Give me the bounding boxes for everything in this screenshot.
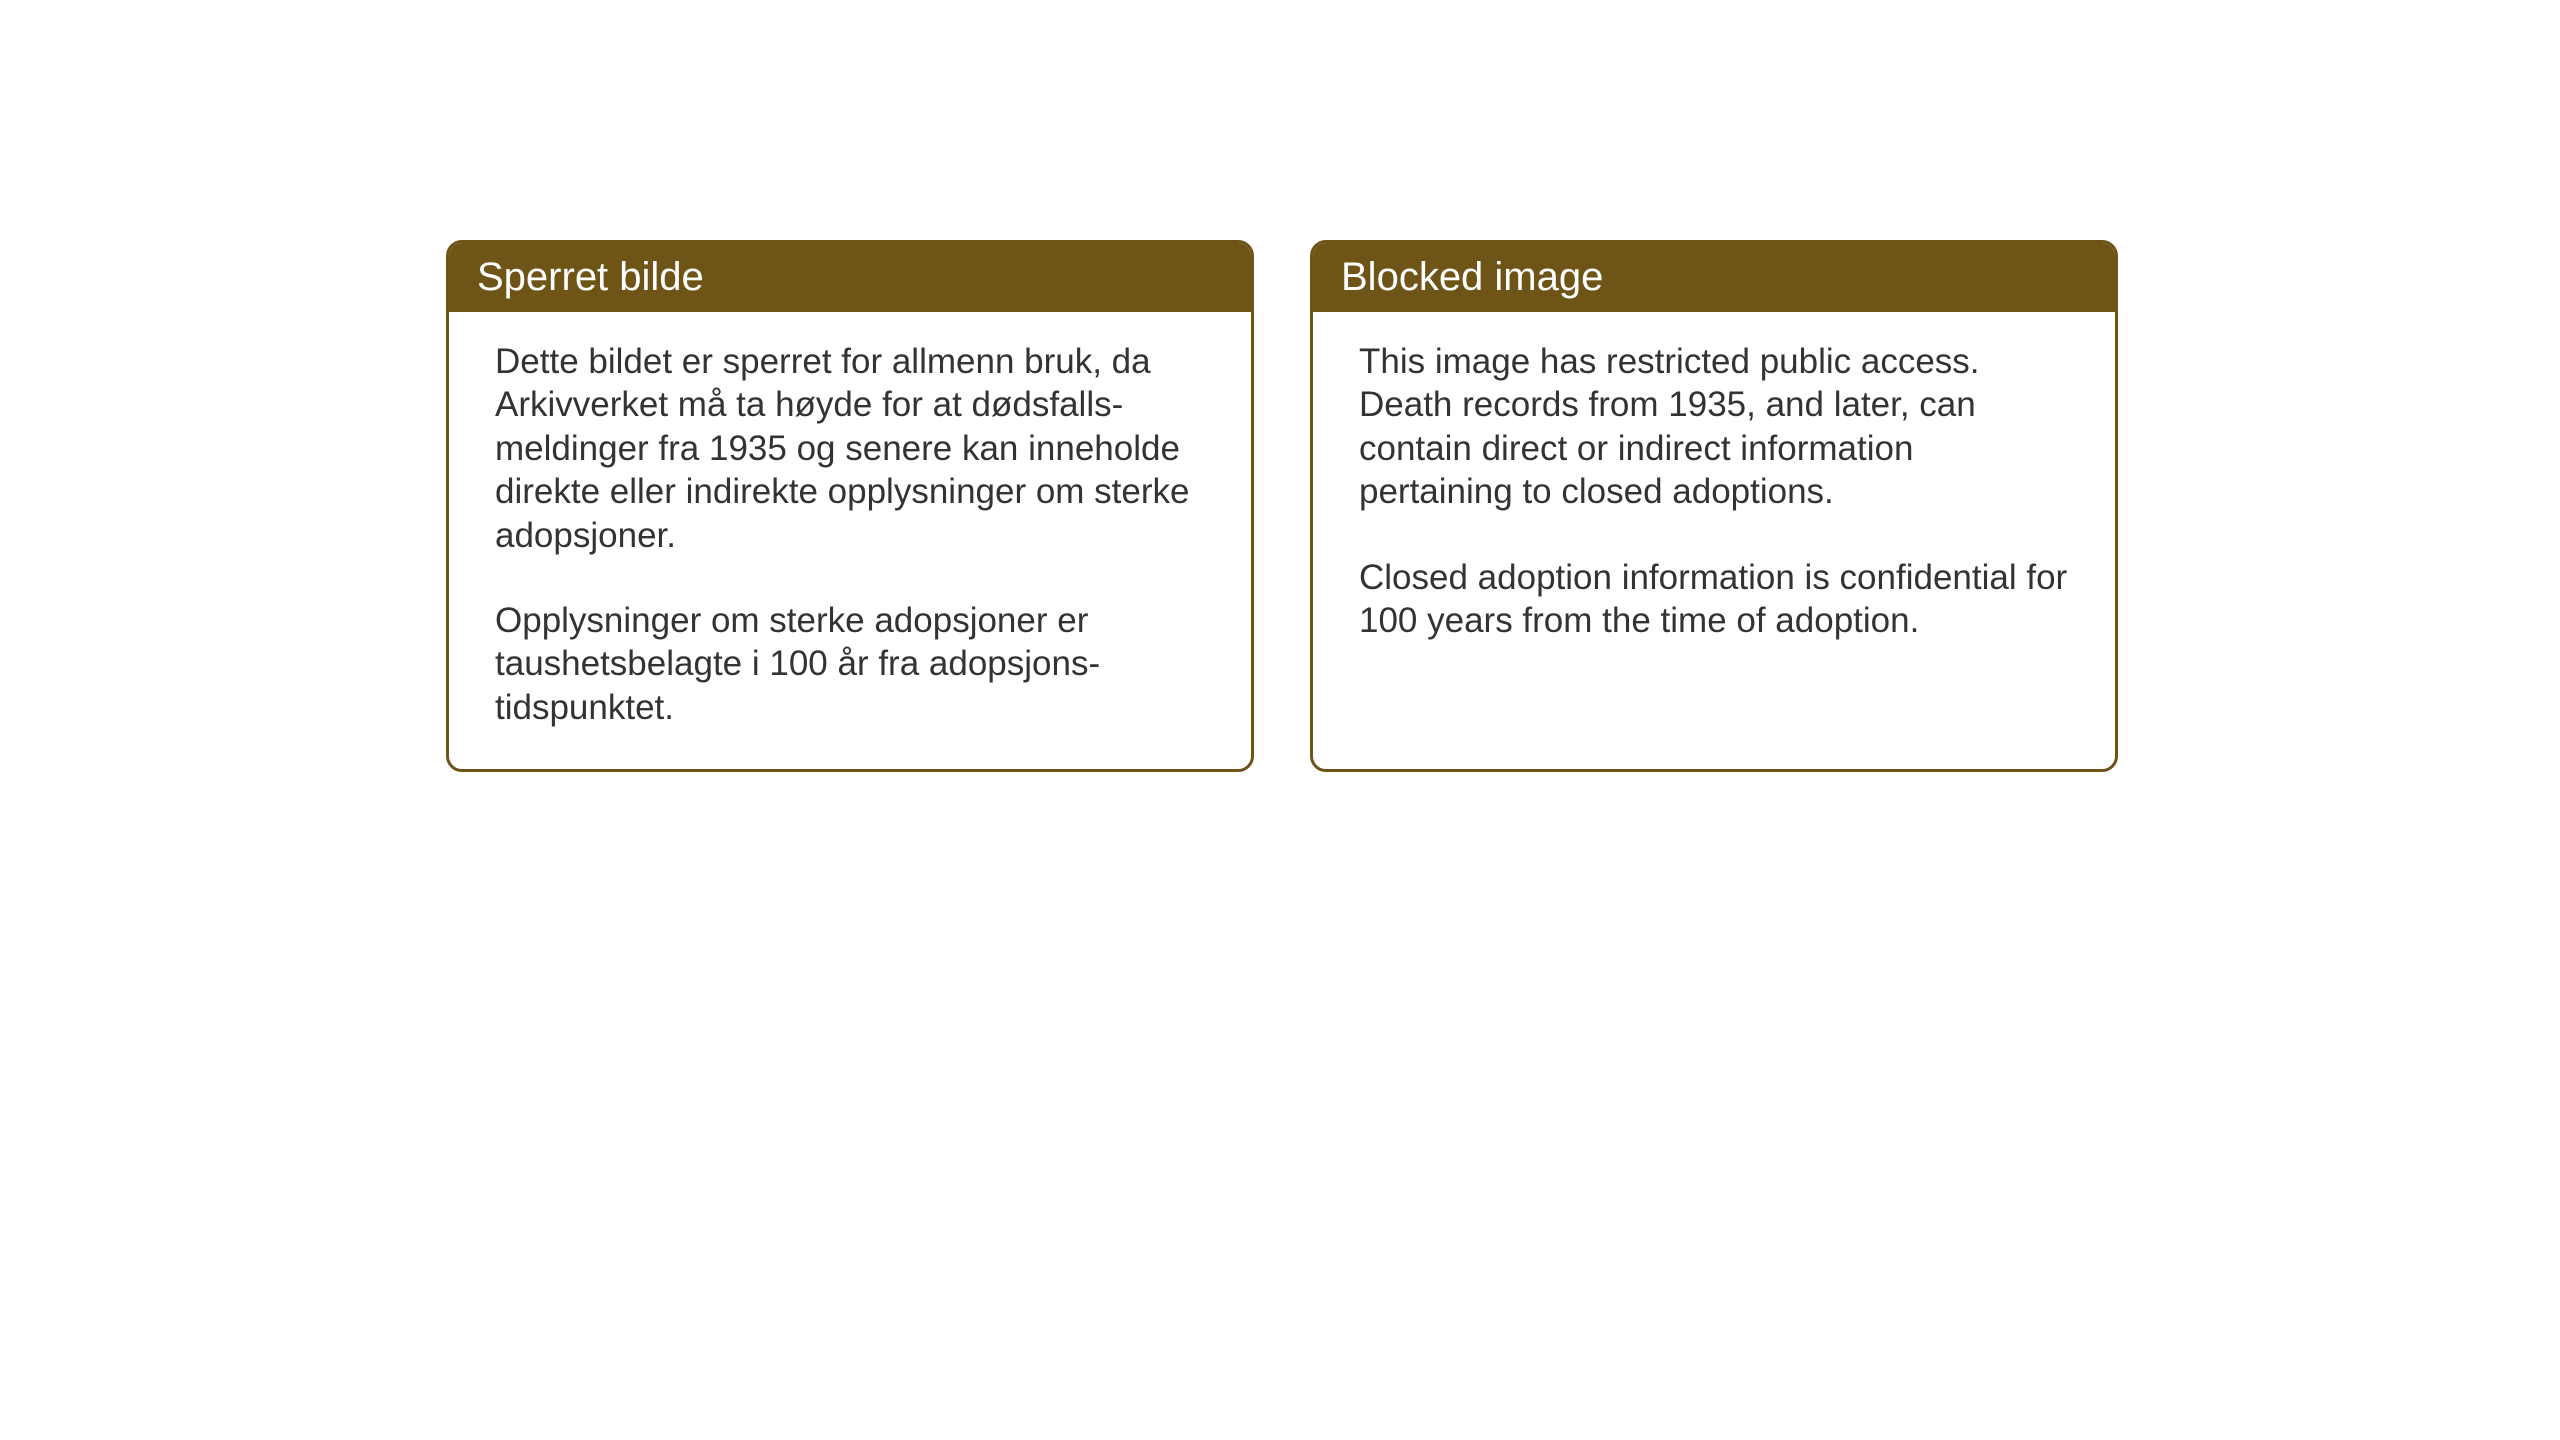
card-header-english: Blocked image (1313, 243, 2115, 312)
notice-card-english: Blocked image This image has restricted … (1310, 240, 2118, 772)
card-title-english: Blocked image (1341, 255, 1603, 299)
card-title-norwegian: Sperret bilde (477, 255, 704, 299)
card-paragraph-english-1: This image has restricted public access.… (1359, 340, 2069, 514)
card-paragraph-norwegian-2: Opplysninger om sterke adopsjoner er tau… (495, 599, 1205, 729)
card-body-english: This image has restricted public access.… (1313, 312, 2115, 769)
card-header-norwegian: Sperret bilde (449, 243, 1251, 312)
card-body-norwegian: Dette bildet er sperret for allmenn bruk… (449, 312, 1251, 769)
notice-card-norwegian: Sperret bilde Dette bildet er sperret fo… (446, 240, 1254, 772)
card-paragraph-norwegian-1: Dette bildet er sperret for allmenn bruk… (495, 340, 1205, 557)
notice-container: Sperret bilde Dette bildet er sperret fo… (446, 240, 2118, 772)
card-paragraph-english-2: Closed adoption information is confident… (1359, 556, 2069, 643)
